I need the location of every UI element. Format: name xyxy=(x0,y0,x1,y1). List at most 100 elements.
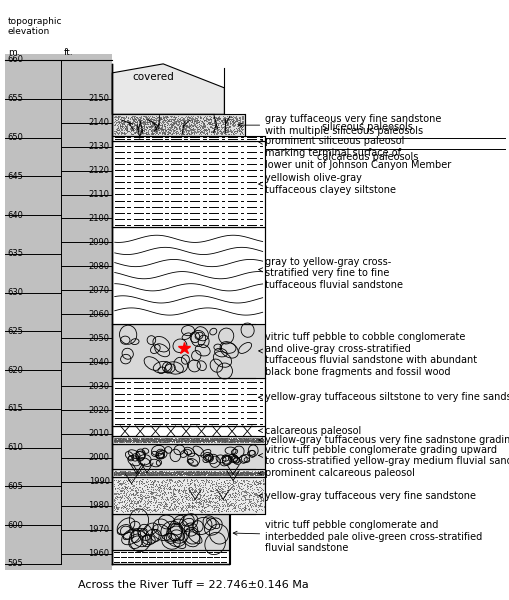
Point xyxy=(184,117,192,127)
Point xyxy=(159,124,167,134)
Point xyxy=(130,467,138,476)
Point xyxy=(230,500,238,509)
Point xyxy=(192,112,201,121)
Point xyxy=(138,504,147,514)
Point xyxy=(221,434,230,444)
Point xyxy=(202,437,210,446)
Point xyxy=(188,468,196,478)
Point xyxy=(242,469,250,479)
Point xyxy=(137,436,146,446)
Point xyxy=(176,467,184,477)
Point xyxy=(246,470,254,480)
Point xyxy=(195,127,204,136)
Point xyxy=(148,435,156,445)
Point xyxy=(126,112,134,122)
Point xyxy=(239,468,247,478)
Point xyxy=(171,494,179,504)
Point xyxy=(219,470,228,479)
Point xyxy=(209,113,217,122)
Point xyxy=(209,470,217,479)
Point xyxy=(233,475,241,484)
Point xyxy=(190,470,198,479)
Point xyxy=(158,116,166,126)
Point xyxy=(210,434,218,444)
Point xyxy=(223,498,232,508)
Point xyxy=(155,467,163,476)
Point xyxy=(174,436,182,445)
Point xyxy=(171,468,179,478)
Point xyxy=(214,475,222,484)
Point xyxy=(206,466,214,476)
Point xyxy=(118,469,126,479)
Point xyxy=(170,436,178,445)
Point xyxy=(147,479,155,488)
Point xyxy=(170,114,178,124)
Point xyxy=(140,125,148,135)
Point xyxy=(227,482,235,492)
Point xyxy=(225,115,233,124)
Point xyxy=(151,489,159,499)
Point xyxy=(158,116,166,126)
Point xyxy=(249,470,257,480)
Point xyxy=(251,489,259,499)
Point xyxy=(234,434,242,444)
Point xyxy=(139,437,147,447)
Point xyxy=(140,115,149,125)
Point xyxy=(111,112,119,122)
Point xyxy=(219,497,227,507)
Point xyxy=(225,470,234,479)
Point xyxy=(236,112,244,122)
Point xyxy=(208,497,216,507)
Point xyxy=(143,435,151,445)
Point xyxy=(144,116,152,125)
Point xyxy=(252,437,260,446)
Point xyxy=(206,490,214,500)
Point xyxy=(121,121,129,130)
Point xyxy=(122,113,130,122)
Point xyxy=(169,112,178,121)
Point xyxy=(143,434,151,443)
Point xyxy=(130,490,138,500)
Point xyxy=(143,433,151,443)
Point xyxy=(199,125,207,134)
Point xyxy=(246,489,254,499)
Point xyxy=(229,116,237,126)
Point xyxy=(116,486,124,496)
Point xyxy=(204,435,212,445)
Point xyxy=(221,437,229,447)
Point xyxy=(186,479,194,488)
Point xyxy=(172,124,180,134)
Point xyxy=(143,494,151,503)
Point xyxy=(209,479,217,489)
Point xyxy=(204,477,212,487)
Point xyxy=(174,128,182,137)
Point xyxy=(198,116,206,125)
Point xyxy=(137,468,145,478)
Point xyxy=(110,470,119,479)
Point xyxy=(179,122,187,131)
Point xyxy=(228,436,236,446)
Point xyxy=(131,498,139,508)
Point xyxy=(208,437,216,446)
Point xyxy=(180,434,188,443)
Point xyxy=(181,117,189,127)
Point xyxy=(188,125,196,134)
Point xyxy=(195,497,203,507)
Point xyxy=(181,500,189,509)
Point xyxy=(152,127,160,136)
Point xyxy=(229,434,237,443)
Point xyxy=(168,124,177,134)
Point xyxy=(179,124,187,134)
Point xyxy=(245,504,253,514)
Point xyxy=(246,500,254,510)
Point xyxy=(212,435,220,445)
Point xyxy=(174,436,182,445)
Point xyxy=(169,436,178,446)
Point xyxy=(214,506,222,515)
Point xyxy=(249,436,258,446)
Point xyxy=(176,113,184,123)
Point xyxy=(210,116,218,126)
Point xyxy=(229,478,237,487)
Point xyxy=(156,123,164,133)
Point xyxy=(247,484,256,493)
